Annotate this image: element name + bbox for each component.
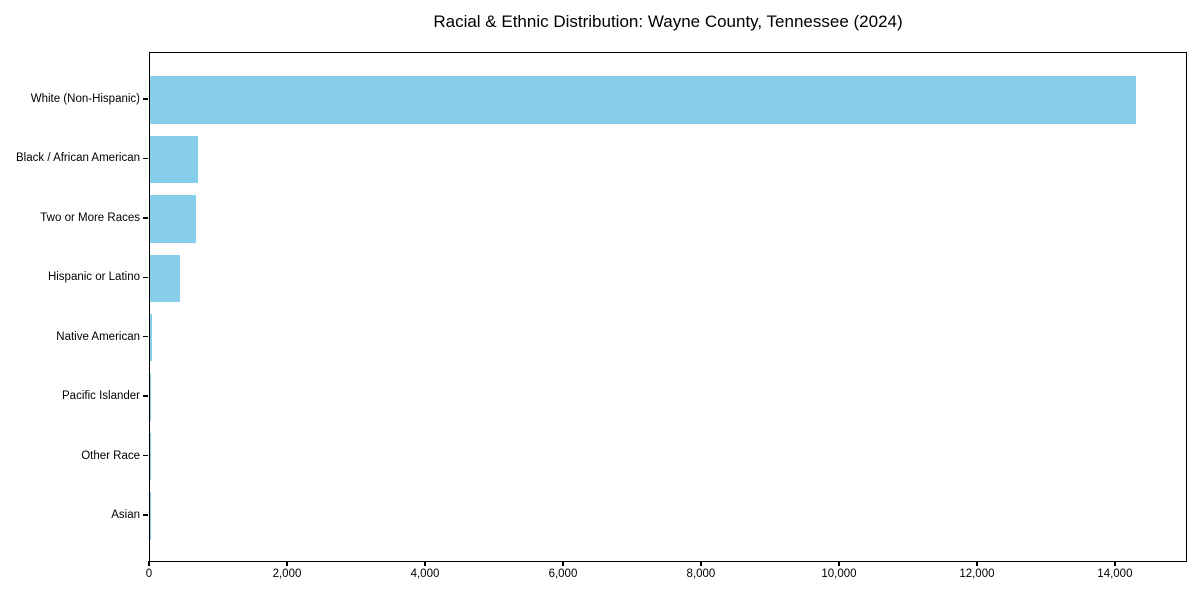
y-tick-label: White (Non-Hispanic) — [30, 92, 140, 105]
y-axis-tick — [143, 454, 148, 457]
x-axis-tick — [700, 561, 702, 566]
y-tick-label: Black / African American — [16, 152, 140, 165]
plot-area — [149, 52, 1187, 562]
x-tick-label: 6,000 — [548, 568, 578, 580]
y-tick-label: Other Race — [81, 449, 140, 462]
bar-white-non-hispanic — [150, 76, 1136, 124]
y-axis-tick — [143, 157, 148, 160]
x-axis-tick — [148, 561, 150, 566]
x-axis-tick — [976, 561, 978, 566]
y-axis-tick — [143, 98, 148, 100]
y-tick-label: Asian — [111, 509, 140, 522]
x-axis-tick — [562, 561, 564, 566]
bar-black-african-american — [150, 135, 198, 184]
y-axis-tick — [143, 514, 148, 516]
x-axis-tick — [286, 561, 288, 566]
x-axis-tick — [838, 561, 840, 566]
y-axis-tick — [143, 395, 148, 397]
x-tick-label: 10,000 — [821, 568, 857, 580]
y-tick-label: Two or More Races — [40, 211, 140, 224]
x-axis-tick — [1114, 561, 1116, 566]
chart-title: Racial & Ethnic Distribution: Wayne Coun… — [433, 12, 903, 31]
x-tick-label: 2,000 — [272, 568, 302, 580]
bar-other-race — [150, 432, 151, 481]
x-axis-tick — [424, 561, 426, 566]
y-tick-label: Pacific Islander — [62, 390, 140, 403]
y-axis-tick — [143, 276, 148, 279]
y-tick-label: Hispanic or Latino — [47, 271, 140, 284]
x-tick-label: 12,000 — [959, 568, 995, 580]
x-tick-label: 4,000 — [410, 568, 440, 580]
bar-hispanic-or-latino — [150, 254, 180, 303]
bar-native-american — [150, 313, 152, 362]
x-tick-label: 14,000 — [1097, 568, 1133, 580]
y-axis-tick — [143, 217, 148, 219]
bar-pacific-islander — [150, 373, 152, 421]
y-axis-tick — [143, 335, 148, 338]
x-tick-label: 8,000 — [686, 568, 716, 580]
bar-two-or-more-races — [150, 195, 196, 243]
x-tick-label: 0 — [145, 568, 153, 580]
y-tick-label: Native American — [56, 330, 140, 343]
